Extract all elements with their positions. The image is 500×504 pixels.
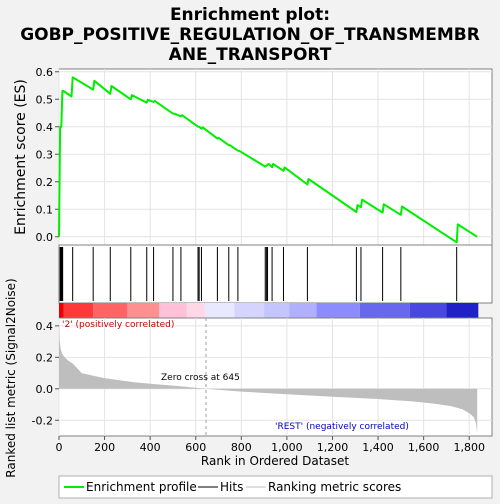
- x-axis-tick-label: 600: [185, 441, 206, 454]
- metric-y-tick-label: 0.0: [36, 383, 54, 396]
- color-bar-segment: [234, 303, 265, 318]
- es-gridlines: [58, 69, 492, 245]
- chart-subtitle-line-1: GOBP_POSITIVE_REGULATION_OF_TRANSMEMBR: [20, 25, 480, 45]
- legend-enrichment-label: Enrichment profile: [86, 480, 197, 494]
- x-axis-label: Rank in Ordered Dataset: [201, 454, 349, 468]
- legend-ranking-label: Ranking metric scores: [268, 480, 401, 494]
- color-bar-segment: [127, 303, 160, 318]
- x-axis-tick-label: 1,000: [271, 441, 303, 454]
- enrichment-profile-line: [58, 76, 478, 244]
- metric-y-axis-label: Ranked list metric (Signal2Noise): [4, 278, 18, 477]
- es-y-tick-label: 0.1: [36, 203, 54, 216]
- es-y-axis-label: Enrichment score (ES): [13, 79, 29, 235]
- hit-markers: [59, 247, 458, 301]
- metric-y-ticks: -0.2 0.0 0.2 0.4: [32, 320, 59, 427]
- x-axis-tick-label: 800: [231, 441, 252, 454]
- chart-subtitle-line-2: ANE_TRANSPORT: [169, 45, 332, 65]
- color-bar-segment: [59, 303, 64, 318]
- positive-correlation-label: '2' (positively correlated): [62, 320, 174, 330]
- color-bar-segment: [289, 303, 317, 318]
- color-bar-segment: [446, 303, 479, 318]
- negative-correlation-label: 'REST' (negatively correlated): [275, 422, 409, 432]
- hits-panel: [58, 244, 493, 304]
- es-y-tick-label: 0.3: [36, 148, 54, 161]
- x-axis-ticks: 0 200 400 600 800 1,000 1,200 1,400 1,600 1,800: [56, 436, 485, 454]
- metric-y-tick-label: 0.2: [36, 351, 54, 364]
- color-bar-segment: [204, 303, 235, 318]
- color-bar-segment: [359, 303, 410, 318]
- color-bar-segment: [316, 303, 360, 318]
- legend-box: [58, 475, 493, 499]
- color-bar-segment: [93, 303, 128, 318]
- metric-panel: [58, 317, 493, 437]
- chart-title: Enrichment plot:: [170, 5, 330, 25]
- es-y-ticks: 0.0 0.1 0.2 0.3 0.4 0.5 0.6: [36, 66, 59, 244]
- color-bar-segment: [63, 303, 94, 318]
- es-y-tick-label: 0.4: [36, 121, 54, 134]
- metric-y-tick-label: 0.4: [36, 320, 54, 333]
- x-axis-tick-label: 1,800: [453, 441, 485, 454]
- color-bar-segment: [264, 303, 290, 318]
- color-bar-segment: [409, 303, 447, 318]
- x-axis-tick-label: 400: [140, 441, 161, 454]
- es-y-tick-label: 0.0: [36, 231, 54, 244]
- zero-cross-label: Zero cross at 645: [161, 373, 240, 383]
- metric-y-tick-label: -0.2: [32, 414, 53, 427]
- es-y-tick-label: 0.5: [36, 93, 54, 106]
- legend-hits-label: Hits: [220, 480, 243, 494]
- x-axis-tick-label: 1,600: [408, 441, 440, 454]
- rank-color-bar: [59, 303, 479, 318]
- es-y-tick-label: 0.2: [36, 176, 54, 189]
- color-bar-segment: [186, 303, 205, 318]
- x-axis-tick-label: 1,400: [362, 441, 394, 454]
- color-bar-segment: [159, 303, 187, 318]
- es-y-tick-label: 0.6: [36, 66, 54, 79]
- x-axis-tick-label: 0: [56, 441, 63, 454]
- x-axis-tick-label: 200: [94, 441, 115, 454]
- x-axis-tick-label: 1,200: [317, 441, 349, 454]
